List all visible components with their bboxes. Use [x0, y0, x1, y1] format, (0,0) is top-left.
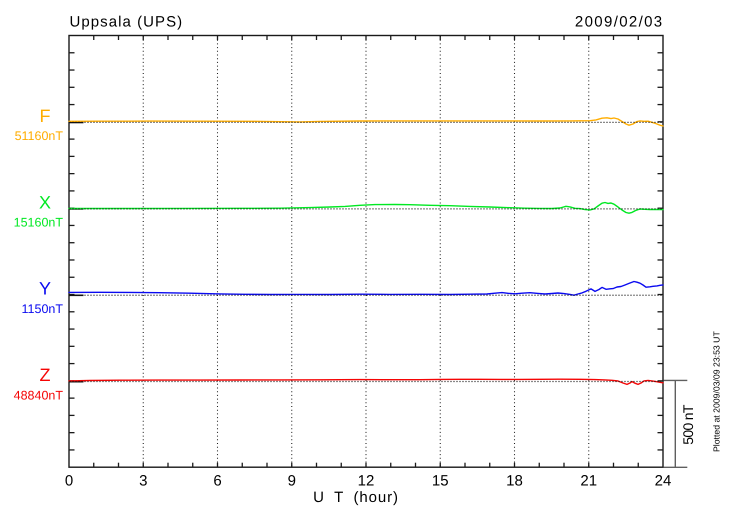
svg-text:Y: Y	[39, 279, 51, 299]
svg-text:12: 12	[358, 473, 375, 490]
svg-text:0: 0	[65, 473, 73, 490]
svg-text:15160nT: 15160nT	[14, 216, 64, 230]
svg-text:51160nT: 51160nT	[15, 129, 64, 143]
svg-text:Uppsala (UPS): Uppsala (UPS)	[70, 14, 184, 31]
svg-text:U T (hour): U T (hour)	[313, 489, 399, 506]
svg-text:500 nT: 500 nT	[680, 404, 696, 445]
svg-text:21: 21	[580, 473, 597, 490]
svg-text:X: X	[39, 192, 51, 212]
svg-text:48840nT: 48840nT	[14, 388, 64, 402]
svg-text:Plotted at 2009/03/09 23:53 UT: Plotted at 2009/03/09 23:53 UT	[712, 331, 722, 452]
svg-text:18: 18	[506, 473, 523, 490]
svg-text:3: 3	[139, 473, 147, 490]
svg-text:2009/02/03: 2009/02/03	[575, 14, 664, 31]
svg-text:9: 9	[288, 473, 296, 490]
svg-text:24: 24	[655, 473, 672, 490]
svg-text:1150nT: 1150nT	[22, 302, 64, 316]
svg-text:Z: Z	[40, 365, 51, 385]
svg-text:15: 15	[432, 473, 449, 490]
svg-text:6: 6	[213, 473, 221, 490]
svg-text:F: F	[40, 106, 51, 126]
